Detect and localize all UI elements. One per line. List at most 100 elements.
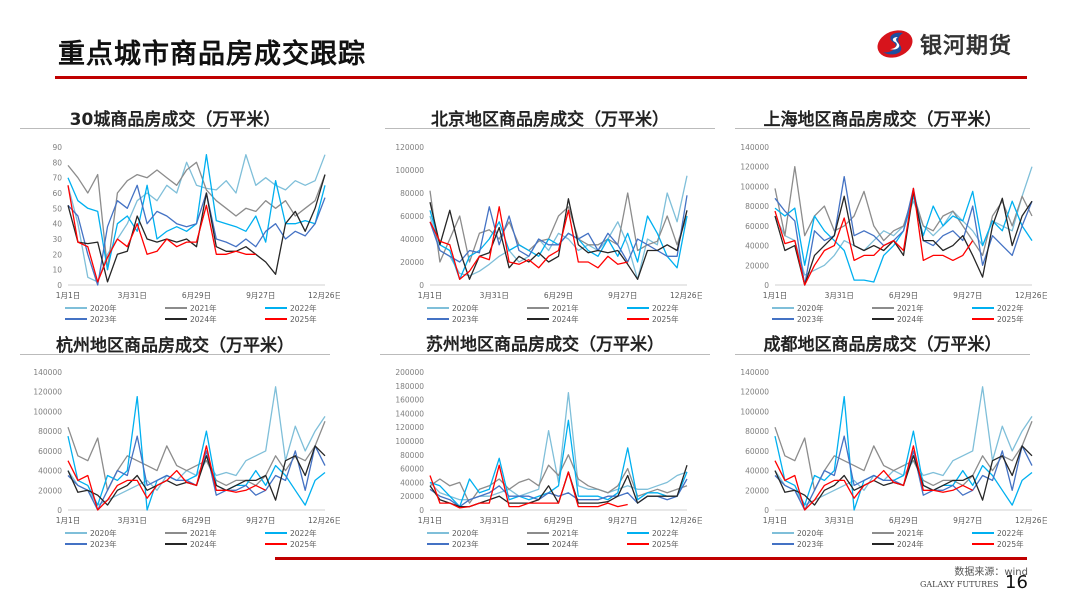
title-divider — [385, 128, 715, 129]
y-tick-label: 80000 — [400, 189, 424, 198]
y-tick-label: 140000 — [395, 409, 424, 418]
chart-title-hangzhou: 杭州地区商品房成交（万平米） — [56, 336, 294, 356]
line-chart: 0 20000 40000 60000 80000 100000 120000 140000 1… — [740, 143, 1047, 324]
legend-label: 2023年 — [452, 539, 479, 549]
series-line-2020 — [429, 175, 688, 280]
legend-label: 2023年 — [797, 314, 824, 324]
line-chart: 0 20000 40000 60000 80000 100000 120000 140000 1… — [740, 368, 1047, 549]
data-source: 数据来源：wind — [954, 567, 1028, 578]
series-line-2023 — [67, 184, 326, 286]
series-line-2021 — [429, 190, 688, 263]
y-tick-label: 0 — [764, 281, 769, 290]
legend-label: 2022年 — [290, 528, 317, 538]
series-line-2025 — [429, 206, 628, 280]
series-line-2022 — [67, 154, 326, 271]
y-tick-label: 80 — [52, 158, 62, 167]
legend-label: 2021年 — [897, 303, 924, 313]
logo: 银河期货 — [876, 28, 1012, 60]
series-line-2021 — [67, 161, 326, 271]
legend-label: 2024年 — [897, 539, 924, 549]
y-tick-label: 60000 — [400, 212, 424, 221]
y-tick-label: 80000 — [38, 427, 62, 436]
y-tick-label: 40 — [52, 220, 62, 229]
y-tick-label: 80000 — [745, 202, 769, 211]
y-tick-label: 0 — [419, 281, 424, 290]
series-line-2023 — [774, 175, 1033, 286]
page-title: 重点城市商品房成交跟踪 — [58, 39, 366, 70]
legend-label: 2024年 — [552, 314, 579, 324]
title-divider — [20, 354, 330, 355]
legend-label: 2020年 — [452, 528, 479, 538]
legend-label: 2025年 — [290, 539, 317, 549]
x-tick-label: 9月27日 — [608, 291, 637, 300]
y-tick-label: 40000 — [400, 235, 424, 244]
y-tick-label: 90 — [52, 143, 62, 152]
legend-label: 2025年 — [652, 539, 679, 549]
x-tick-label: 9月27日 — [953, 516, 982, 525]
y-tick-label: 40000 — [745, 242, 769, 251]
y-tick-label: 140000 — [740, 143, 769, 152]
y-tick-label: 120000 — [395, 143, 424, 152]
x-tick-label: 1月1日 — [56, 291, 81, 300]
x-tick-label: 9月27日 — [953, 291, 982, 300]
legend-label: 2021年 — [552, 303, 579, 313]
title-divider — [380, 354, 710, 355]
y-tick-label: 20000 — [400, 492, 424, 501]
legend-label: 2022年 — [997, 528, 1024, 538]
x-tick-label: 6月29日 — [544, 291, 573, 300]
legend-label: 2022年 — [652, 303, 679, 313]
legend-label: 2024年 — [190, 539, 217, 549]
x-tick-label: 3月31日 — [118, 516, 147, 525]
y-tick-label: 100000 — [740, 182, 769, 191]
y-tick-label: 120000 — [395, 423, 424, 432]
x-tick-label: 1月1日 — [56, 516, 81, 525]
y-tick-label: 120000 — [740, 163, 769, 172]
line-chart: 0 20000 40000 60000 80000 100000 120000 140000 1… — [33, 368, 340, 549]
x-tick-label: 3月31日 — [825, 291, 854, 300]
legend-label: 2023年 — [797, 539, 824, 549]
legend-label: 2024年 — [897, 314, 924, 324]
chart-shanghai: 0 20000 40000 60000 80000 100000 120000 140000 1… — [727, 135, 1047, 335]
legend-label: 2022年 — [652, 528, 679, 538]
x-tick-label: 12月26日 — [308, 516, 340, 525]
legend-label: 2021年 — [552, 528, 579, 538]
legend-label: 2022年 — [997, 303, 1024, 313]
x-tick-label: 12月26日 — [670, 516, 702, 525]
x-tick-label: 12月26日 — [1015, 291, 1047, 300]
line-chart: 0 20000 40000 60000 80000 100000 120000 1月1日 3月3… — [395, 143, 702, 324]
header-divider — [55, 76, 1027, 79]
y-tick-label: 120000 — [740, 388, 769, 397]
y-tick-label: 140000 — [33, 368, 62, 377]
title-divider — [735, 128, 1030, 129]
line-chart: 0 20000 40000 60000 80000 100000 120000 140000 1… — [395, 368, 702, 549]
y-tick-label: 100000 — [395, 166, 424, 175]
y-tick-label: 180000 — [395, 382, 424, 391]
y-tick-label: 40000 — [400, 478, 424, 487]
chart-title-beijing: 北京地区商品房成交（万平米） — [431, 110, 669, 130]
x-tick-label: 9月27日 — [246, 516, 275, 525]
series-line-2024 — [774, 190, 1033, 286]
x-tick-label: 12月26日 — [1015, 516, 1047, 525]
series-line-2025 — [774, 445, 973, 511]
x-tick-label: 9月27日 — [246, 291, 275, 300]
legend-label: 2023年 — [452, 314, 479, 324]
chart-30-cities: 0 10 20 30 40 50 60 70 80 90 1月1日 3月31日 6月29日 9月27日 12… — [20, 135, 340, 335]
legend-label: 2021年 — [190, 303, 217, 313]
x-tick-label: 3月31日 — [118, 291, 147, 300]
logo-text: 银河期货 — [920, 34, 1013, 59]
legend-label: 2023年 — [90, 539, 117, 549]
y-tick-label: 40000 — [745, 467, 769, 476]
x-tick-label: 3月31日 — [825, 516, 854, 525]
y-tick-label: 80000 — [400, 451, 424, 460]
y-tick-label: 0 — [764, 506, 769, 515]
y-tick-label: 60000 — [745, 222, 769, 231]
page-number: 16 — [1005, 572, 1028, 593]
x-tick-label: 12月26日 — [308, 291, 340, 300]
legend-label: 2020年 — [90, 303, 117, 313]
y-tick-label: 50 — [52, 204, 62, 213]
x-tick-label: 6月29日 — [889, 516, 918, 525]
x-tick-label: 12月26日 — [670, 291, 702, 300]
y-tick-label: 160000 — [395, 396, 424, 405]
x-tick-label: 1月1日 — [763, 291, 788, 300]
y-tick-label: 20 — [52, 250, 62, 259]
